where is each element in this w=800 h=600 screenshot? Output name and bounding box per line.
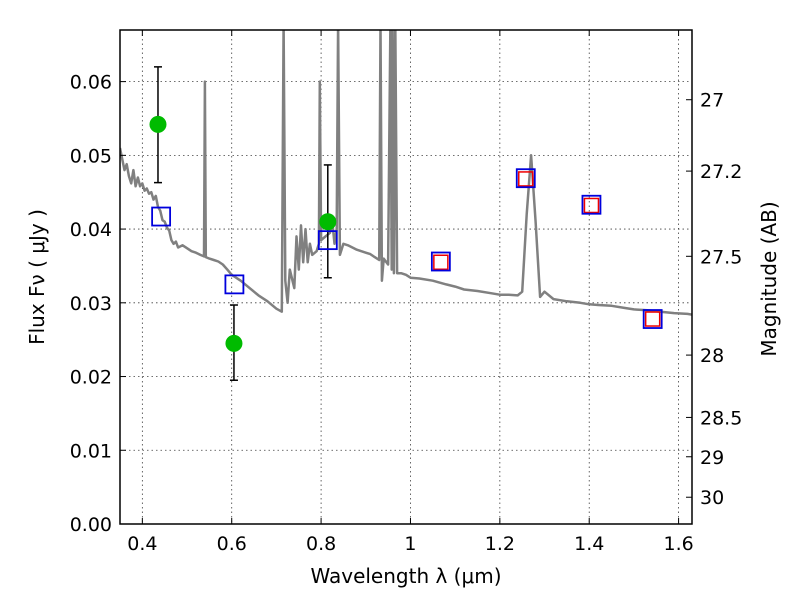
limit-marker — [583, 197, 600, 214]
axis-ticks: 0.4 0.6 0.8 1 1.2 1.4 1.6 0.00 0.01 0.02 0.03 0.04 0… — [70, 30, 742, 555]
model-marker — [430, 251, 451, 272]
x-tick-label: 1 — [404, 533, 416, 555]
x-tick-label: 1.2 — [485, 533, 515, 555]
x-tick-label: 0.4 — [127, 533, 157, 555]
y-tick-label: 0.00 — [70, 514, 112, 536]
mag-tick-label: 29 — [700, 447, 724, 469]
x-tick-label: 1.6 — [663, 533, 693, 555]
spectrum-line — [120, 30, 692, 316]
mag-tick-label: 28.5 — [700, 407, 742, 429]
mag-tick-label: 27.2 — [700, 161, 742, 183]
model-marker — [151, 206, 172, 227]
limit-marker — [644, 311, 661, 327]
limit-marker — [518, 171, 534, 187]
data-markers — [149, 66, 663, 381]
y-tick-label: 0.06 — [70, 72, 112, 94]
plot-frame — [119, 29, 693, 525]
observed-marker — [225, 334, 243, 352]
model-marker — [642, 309, 663, 329]
mag-tick-label: 30 — [700, 487, 724, 509]
model-marker — [317, 230, 338, 251]
y-tick-label: 0.02 — [70, 367, 112, 389]
model-marker — [515, 168, 536, 189]
x-tick-label: 0.6 — [217, 533, 247, 555]
y-tick-label: 0.04 — [70, 219, 112, 241]
observed-marker — [319, 213, 337, 231]
model-marker — [581, 194, 602, 215]
mag-tick-label: 28 — [700, 345, 724, 367]
y-tick-label: 0.05 — [70, 145, 112, 167]
y-tick-label: 0.03 — [70, 293, 112, 315]
mag-tick-label: 27 — [700, 90, 724, 112]
y-axis-title: Flux Fν ( μJy ) — [25, 209, 49, 345]
model-spectrum — [120, 30, 692, 316]
model-marker — [224, 274, 245, 295]
right-axis-title: Magnitude (AB) — [757, 201, 781, 356]
observed-marker — [149, 115, 167, 133]
x-tick-label: 0.8 — [306, 533, 336, 555]
x-tick-label: 1.4 — [574, 533, 604, 555]
limit-marker — [433, 254, 449, 271]
mag-tick-label: 27.5 — [700, 246, 742, 268]
x-axis-title: Wavelength λ (μm) — [310, 564, 501, 588]
y-tick-label: 0.01 — [70, 440, 112, 462]
